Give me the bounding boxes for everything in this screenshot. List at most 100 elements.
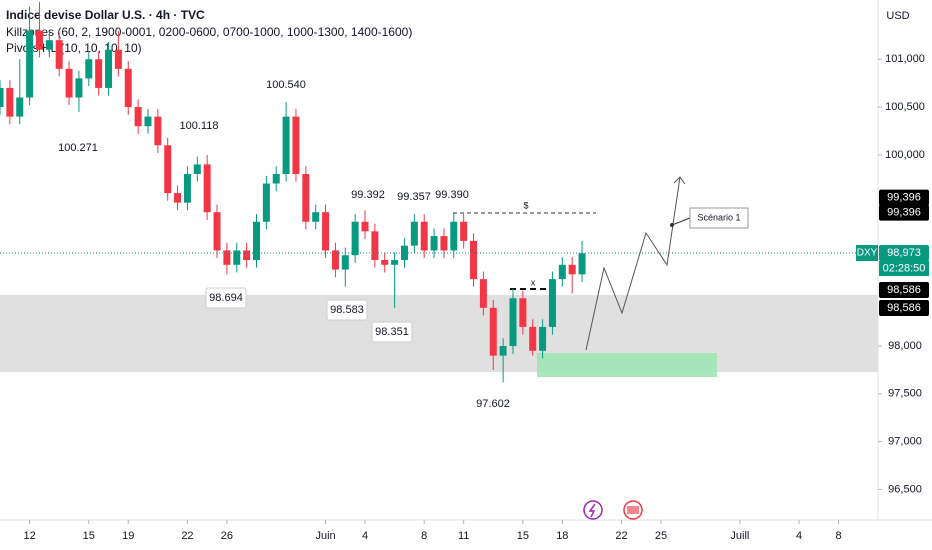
pivot-label: 97.602: [476, 398, 510, 410]
pivot-box: [326, 299, 368, 321]
flag: [627, 506, 639, 514]
price-box: [879, 189, 929, 206]
annotation: Scénario 1: [697, 212, 740, 222]
candle-body: [479, 279, 487, 308]
countdown: 02:28:50: [883, 262, 926, 274]
candle-body: [400, 245, 408, 260]
candle-body: [489, 307, 497, 356]
chart-title: Indice devise Dollar U.S. · 4h · TVC: [6, 8, 205, 22]
x-tick-label: 18: [556, 530, 568, 542]
candle-body: [391, 260, 399, 265]
pivot-label: 99.390: [435, 189, 469, 201]
candle-body: [55, 40, 63, 69]
candle-body: [539, 326, 547, 351]
price-box: [879, 300, 929, 317]
price-label: 99,396: [887, 191, 921, 203]
y-tick-label: 98,000: [888, 340, 922, 352]
candle-body: [144, 116, 152, 127]
pivot-label: 100.118: [180, 120, 219, 132]
pivot-label: 98.694: [209, 292, 243, 304]
candle-body: [410, 221, 418, 246]
candle-body: [460, 221, 468, 241]
candle-body: [16, 97, 24, 117]
candle-body: [262, 183, 270, 222]
candle-body: [6, 87, 14, 117]
callout-line: [671, 217, 691, 226]
x-tick-label: 4: [796, 530, 802, 542]
candle-body: [548, 279, 556, 327]
candle-body: [233, 250, 241, 265]
pivot-label: 98.583: [330, 304, 364, 316]
pivot-label: 99.357: [397, 191, 431, 203]
candle-body: [351, 221, 359, 256]
candle-body: [95, 59, 103, 88]
candle-body: [381, 260, 389, 265]
candle-body: [331, 250, 339, 270]
price-box: [879, 282, 929, 299]
x-tick-label: 4: [362, 530, 368, 542]
candle-body: [154, 116, 162, 146]
pivot-label: 100.540: [266, 79, 306, 91]
candle-body: [114, 49, 122, 69]
y-tick-label: 97,500: [888, 388, 922, 400]
arrow-head: [673, 176, 686, 185]
x-tick-label: 15: [83, 530, 95, 542]
price-box: [879, 204, 929, 221]
candle-body: [45, 40, 53, 50]
candle-body: [420, 221, 428, 251]
x-tick-label: Juill: [730, 530, 749, 542]
price-label: 99,396: [887, 206, 921, 218]
event-glyph: [588, 503, 596, 518]
candle-body: [499, 346, 507, 356]
candle-body: [85, 59, 93, 79]
candle-body: [529, 326, 537, 351]
callout-box: [689, 207, 749, 229]
candle-body: [203, 164, 211, 213]
pivot-box: [205, 287, 247, 309]
y-tick-label: 96,500: [888, 483, 922, 495]
candle-body: [213, 212, 221, 251]
candle-body: [371, 231, 379, 260]
candle-body: [578, 253, 586, 275]
candle-body: [312, 212, 320, 222]
candle-body: [164, 145, 172, 194]
candle-body: [440, 236, 448, 251]
pivot-box: [371, 321, 413, 343]
candle-body: [223, 250, 231, 265]
scenario-path: [585, 176, 681, 351]
candle-body: [65, 68, 73, 98]
price-label: 98,586: [887, 302, 921, 314]
candle-body: [361, 221, 369, 232]
event-icon[interactable]: [583, 500, 603, 520]
candle-body: [35, 30, 43, 50]
candle-body: [450, 221, 458, 251]
x-tick-label: 22: [615, 530, 627, 542]
currency: USD: [886, 10, 909, 22]
x-tick-label: 19: [122, 530, 134, 542]
event-icons[interactable]: [583, 500, 643, 520]
candle-body: [509, 298, 517, 347]
grey-zone: [0, 295, 878, 372]
x-tick-label: 8: [421, 530, 427, 542]
candle-body: [558, 264, 566, 280]
x-tick-label: Juin: [315, 530, 335, 542]
candle-body: [134, 107, 142, 127]
y-tick-label: 97,000: [888, 436, 922, 448]
candle-body: [26, 30, 34, 98]
price-box: [879, 245, 929, 262]
candle-body: [124, 68, 132, 108]
pivot-label: 99.392: [351, 189, 385, 201]
countdown-box: [879, 261, 929, 277]
symbol: DXY: [857, 248, 878, 259]
candle-body: [302, 173, 310, 222]
green-zone: [537, 353, 717, 377]
pivot-label: 100.271: [58, 142, 98, 154]
y-tick-label: 100,000: [885, 149, 925, 161]
x-tick-label: 12: [23, 530, 35, 542]
candle-body: [292, 116, 300, 174]
candle-body: [282, 116, 290, 174]
candle-body: [430, 236, 438, 251]
x-tick-label: 15: [517, 530, 529, 542]
indicator: Killzones (60, 2, 1900-0001, 0200-0600, …: [6, 25, 412, 39]
